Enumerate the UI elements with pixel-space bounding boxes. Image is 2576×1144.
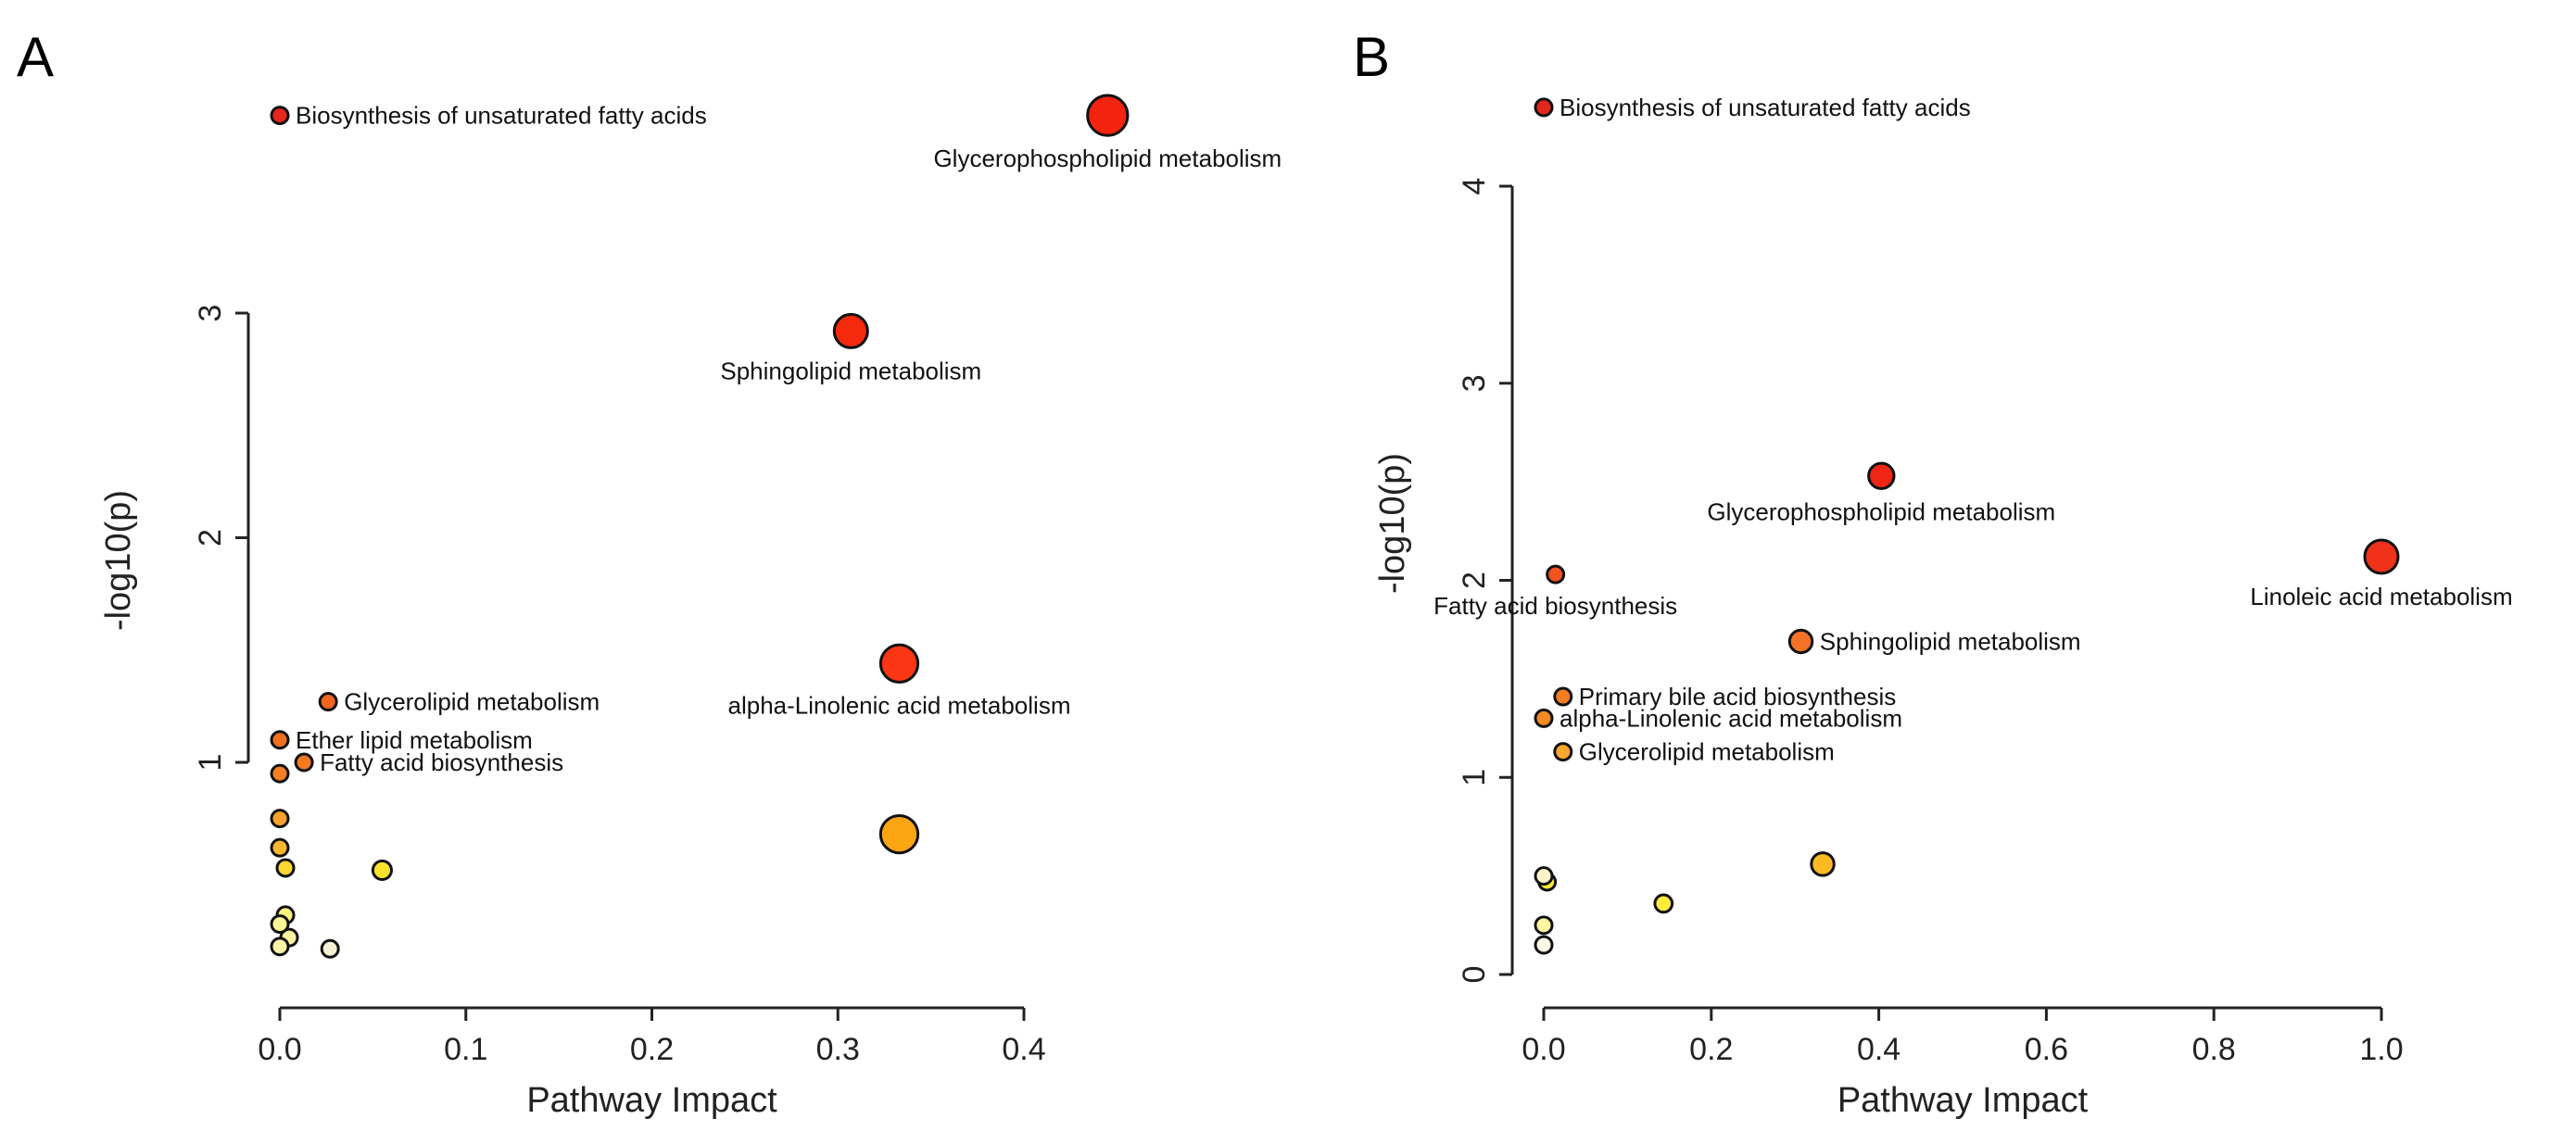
panel-b-x-tick-label: 0.2 bbox=[1689, 1032, 1733, 1067]
panel-a-y-tick-label: 1 bbox=[193, 754, 228, 772]
panel-a-x-tick-label: 0.3 bbox=[816, 1032, 860, 1067]
panel-b-point-label: alpha-Linolenic acid metabolism bbox=[1559, 704, 1902, 732]
panel-a-point bbox=[318, 692, 338, 712]
panel-b-point-label: Sphingolipid metabolism bbox=[1820, 627, 2081, 655]
panel-a-point bbox=[270, 730, 290, 750]
panel-a-plot: 0.0 0.1 0.2 0.3 0.4 1 2 3 Pathway Impact -log10(p… bbox=[99, 94, 1282, 1120]
panel-a-point bbox=[1086, 94, 1130, 137]
panel-b-x-tick-label: 0.6 bbox=[2025, 1032, 2068, 1067]
panel-a-point bbox=[275, 858, 296, 878]
panel-b-point-label: Glycerolipid metabolism bbox=[1579, 738, 1835, 766]
panel-b-x-tick-label: 0.4 bbox=[1857, 1032, 1900, 1067]
panel-a-y-tick-label: 2 bbox=[193, 529, 228, 547]
panel-a-x-tick-label: 0.4 bbox=[1002, 1032, 1045, 1067]
panel-b-y-tick-label: 1 bbox=[1457, 769, 1492, 786]
panel-a-point-label: Glycerolipid metabolism bbox=[344, 688, 600, 716]
panel-b-point-label: Biosynthesis of unsaturated fatty acids bbox=[1559, 94, 1971, 121]
panel-b-x-axis-title: Pathway Impact bbox=[1837, 1081, 2089, 1120]
panel-a-point bbox=[270, 914, 290, 935]
panel-b-point bbox=[1553, 686, 1573, 707]
panel-a-point bbox=[320, 938, 340, 959]
panel-a-point bbox=[832, 312, 869, 349]
panel-a-x-tick-label: 0.1 bbox=[444, 1032, 487, 1067]
panel-b-point-label: Glycerophospholipid metabolism bbox=[1707, 497, 2055, 525]
panel-b-x-tick-label: 0.0 bbox=[1522, 1032, 1565, 1067]
panel-a-point-label: Sphingolipid metabolism bbox=[720, 357, 981, 384]
panel-a-point bbox=[878, 813, 920, 855]
panel-b-point-label: Fatty acid biosynthesis bbox=[1433, 592, 1677, 620]
panel-b-plot: 0.0 0.2 0.4 0.6 0.8 1.0 0 1 2 3 4 Pathway Impact -lo… bbox=[1373, 94, 2513, 1120]
panel-a-y-tick-label: 3 bbox=[193, 305, 228, 322]
panel-a-point-label: Ether lipid metabolism bbox=[296, 726, 533, 754]
panel-a-point bbox=[270, 763, 290, 784]
panel-b-point-label: Primary bile acid biosynthesis bbox=[1579, 683, 1896, 710]
panel-a-y-axis-title: -log10(p) bbox=[99, 490, 138, 631]
panel-b-point bbox=[1534, 866, 1554, 886]
panel-a-point bbox=[878, 643, 920, 684]
panel-b-point bbox=[1867, 461, 1896, 490]
panel-a-point-label: Biosynthesis of unsaturated fatty acids bbox=[296, 102, 707, 130]
panel-b-point bbox=[1653, 893, 1674, 914]
panel-b-point bbox=[1534, 915, 1554, 936]
panel-b-y-tick-label: 2 bbox=[1457, 572, 1492, 589]
panel-b-y-tick-label: 4 bbox=[1457, 178, 1492, 195]
panel-a-point-label: Glycerophospholipid metabolism bbox=[933, 145, 1282, 172]
panel-b-y-tick-label: 0 bbox=[1457, 966, 1492, 984]
panel-a-x-tick-label: 0.0 bbox=[258, 1032, 301, 1067]
panel-a-point-label: alpha-Linolenic acid metabolism bbox=[728, 691, 1071, 719]
panel-b-point bbox=[1810, 851, 1836, 877]
panel-b-point bbox=[1553, 742, 1573, 762]
panel-b-letter: B bbox=[1353, 26, 1390, 88]
panel-a-point bbox=[270, 809, 290, 829]
panel-b-point bbox=[1534, 708, 1554, 728]
panel-b-y-tick-label: 3 bbox=[1457, 374, 1492, 392]
panel-b-point bbox=[1534, 935, 1554, 955]
panel-a-x-tick-label: 0.2 bbox=[630, 1032, 674, 1067]
panel-a-point bbox=[371, 859, 393, 881]
panel-b-point-label: Linoleic acid metabolism bbox=[2250, 583, 2512, 610]
panel-a-point-label: Fatty acid biosynthesis bbox=[320, 748, 563, 776]
panel-b-x-tick-label: 0.8 bbox=[2192, 1032, 2236, 1067]
panel-a-point bbox=[270, 837, 290, 858]
panel-a-letter: A bbox=[17, 26, 54, 88]
panel-b-point bbox=[1787, 628, 1814, 655]
panel-a-x-axis-title: Pathway Impact bbox=[526, 1081, 777, 1120]
panel-a-point bbox=[270, 937, 290, 957]
panel-b-x-tick-label: 1.0 bbox=[2359, 1032, 2403, 1067]
panel-a-point bbox=[294, 752, 314, 773]
panel-a-point bbox=[270, 106, 290, 126]
panel-b-point bbox=[1546, 564, 1566, 585]
panel-b-point bbox=[1534, 97, 1554, 118]
panel-b-point bbox=[2363, 538, 2400, 575]
panel-b-y-axis-title: -log10(p) bbox=[1373, 453, 1412, 594]
